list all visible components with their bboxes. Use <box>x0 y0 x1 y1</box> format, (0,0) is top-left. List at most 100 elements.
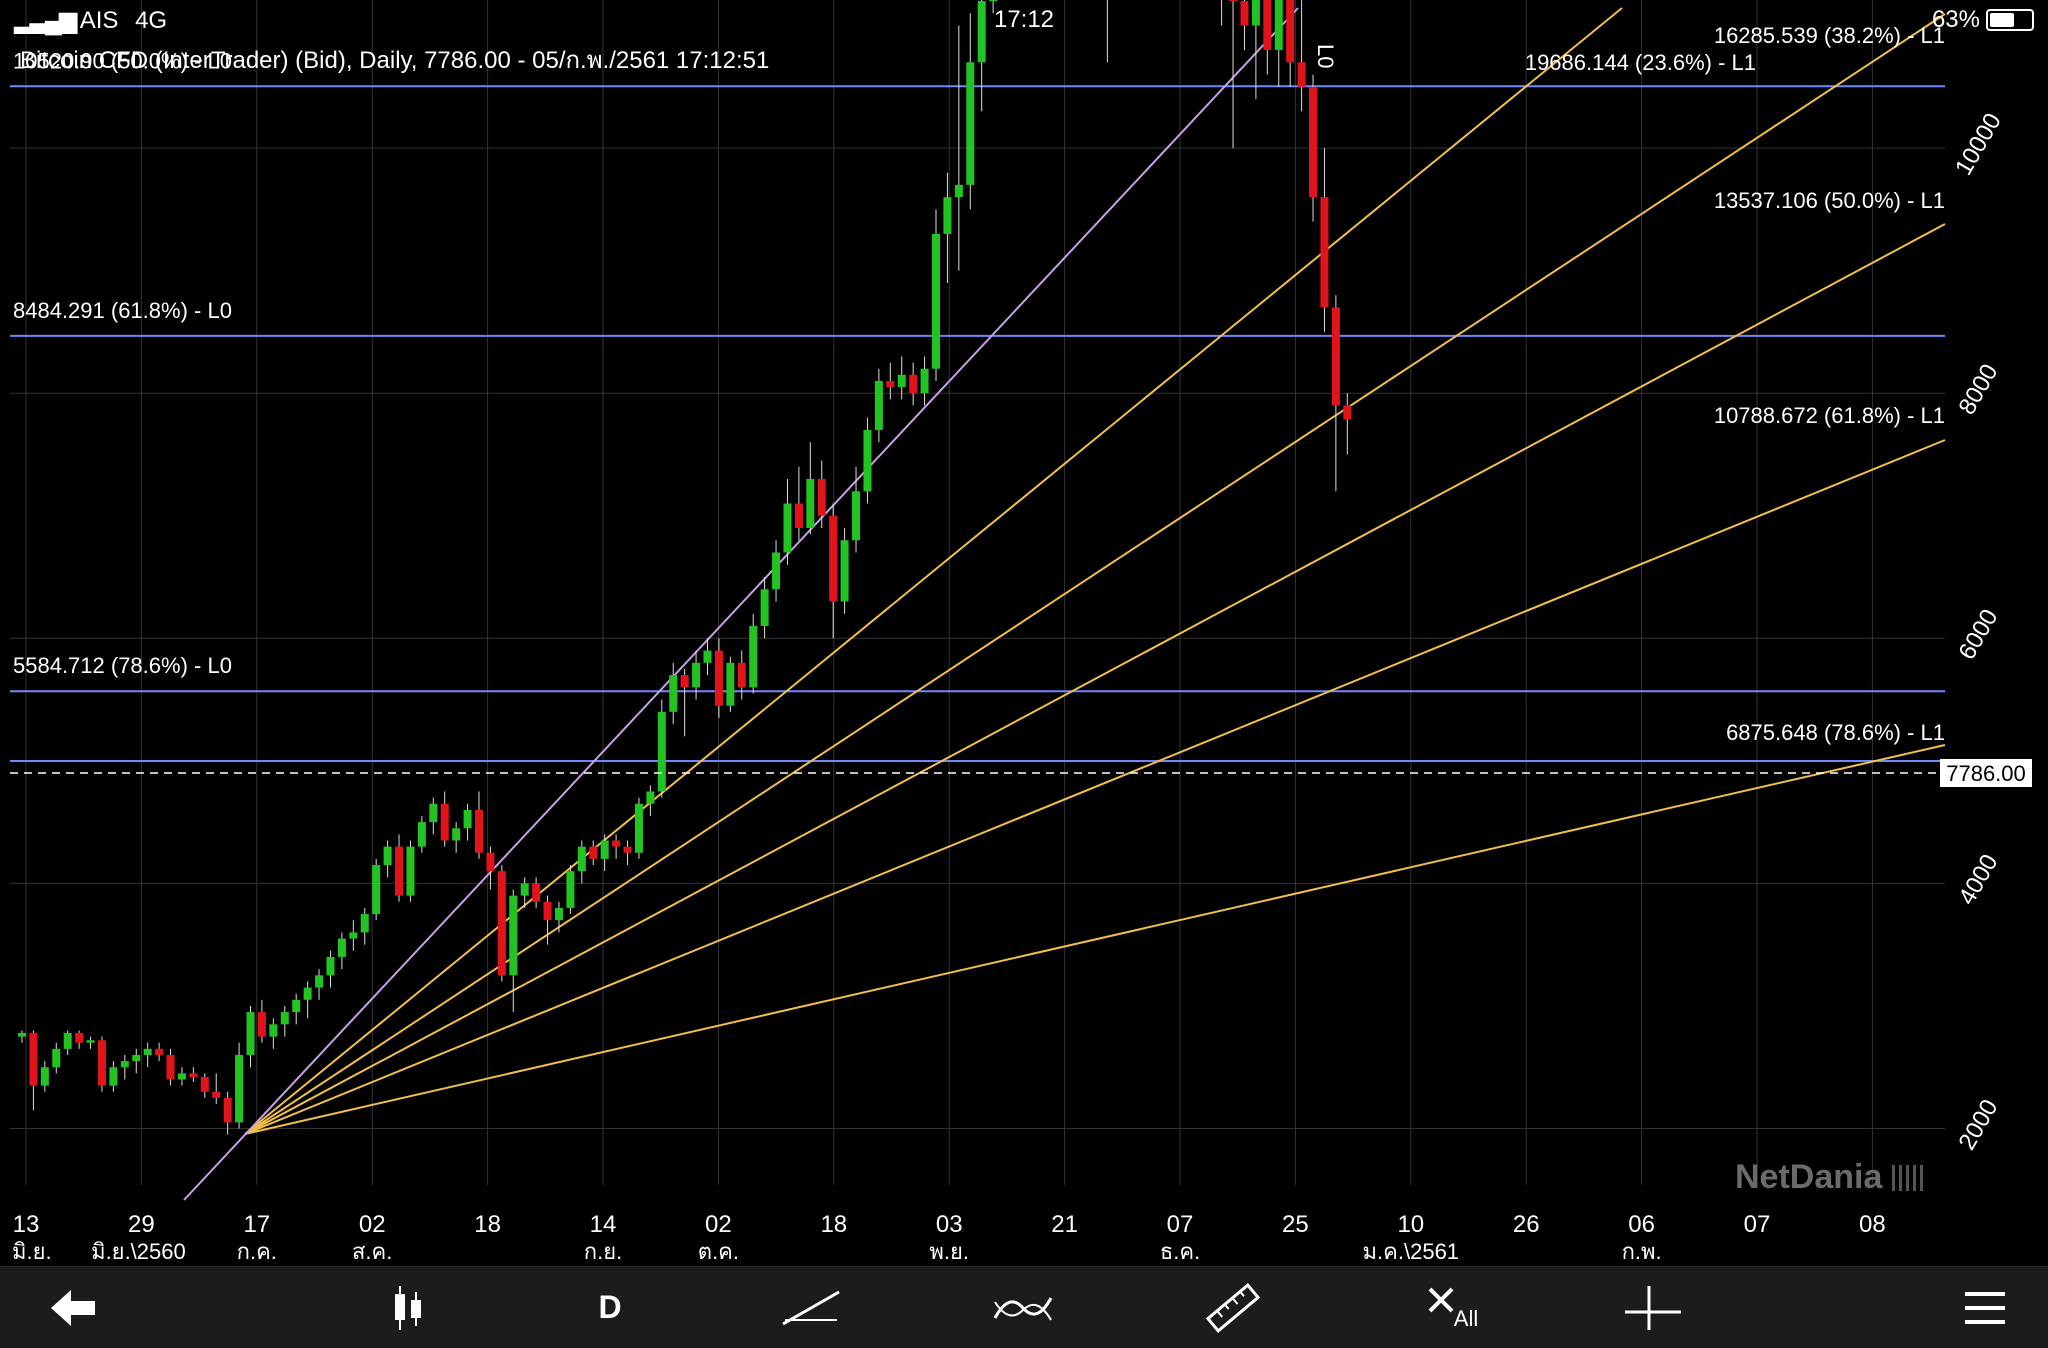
candle <box>189 1067 198 1082</box>
current-price-badge: 7786.00 <box>1940 759 2032 787</box>
candle-body <box>909 374 918 394</box>
candle <box>463 803 472 841</box>
indicator-tool-button[interactable] <box>978 1267 1068 1348</box>
candlestick-series <box>18 0 1352 1135</box>
candle <box>817 460 826 529</box>
chart-type-button[interactable] <box>364 1267 454 1348</box>
candle-body <box>97 1040 106 1086</box>
candle-body <box>612 840 621 847</box>
clock: 17:12 <box>993 6 1055 33</box>
candle <box>749 613 758 694</box>
candle-body <box>657 711 666 792</box>
x-month-label: ม.ค.\2561 <box>1363 1239 1460 1264</box>
x-month-label: พ.ย. <box>929 1239 969 1264</box>
candle-body <box>680 675 689 688</box>
candle <box>852 466 861 553</box>
candle <box>714 638 723 718</box>
candle-body <box>406 846 415 896</box>
x-tick-label: 13 <box>13 1211 40 1238</box>
candle-body <box>954 184 963 198</box>
x-tick-label: 02 <box>705 1211 732 1238</box>
fib-level-label-l0: 10520.90 (50.0%) - L0 <box>13 48 232 73</box>
x-tick-label: 17 <box>243 1211 270 1238</box>
candle <box>303 981 312 1019</box>
candle-body <box>440 803 449 841</box>
candle <box>783 478 792 565</box>
clear-all-button[interactable]: All <box>1408 1267 1498 1348</box>
candle-body <box>486 852 495 872</box>
back-button[interactable] <box>28 1267 118 1348</box>
candle <box>600 834 609 872</box>
candle <box>680 668 689 737</box>
candle <box>840 528 849 614</box>
candle-body <box>874 380 883 430</box>
candle <box>509 889 518 1013</box>
x-tick-label: 14 <box>590 1211 617 1238</box>
menu-button[interactable] <box>1940 1267 2030 1348</box>
candle-body <box>292 999 301 1013</box>
candle-body <box>1320 197 1329 308</box>
candle <box>669 662 678 725</box>
candle-body <box>372 865 381 915</box>
candle-body <box>109 1067 118 1086</box>
candle <box>657 699 666 798</box>
candle-body <box>714 650 723 706</box>
crosshair-button[interactable] <box>1608 1267 1698 1348</box>
battery-percent: 63% <box>1931 6 1980 33</box>
price-chart[interactable]: 2000400060008000100001200014000160001800… <box>0 0 2048 1266</box>
candle-body <box>189 1073 198 1078</box>
candle-body <box>1263 0 1272 51</box>
candle-body <box>52 1048 61 1068</box>
fan-line-1x1 <box>183 7 1299 1201</box>
candle-body <box>75 1032 84 1043</box>
candle-body <box>794 503 803 529</box>
candle <box>1309 74 1318 222</box>
y-tick-label: 8000 <box>1953 360 2003 420</box>
x-tick-label: 26 <box>1513 1211 1540 1238</box>
x-tick-label: 08 <box>1859 1211 1886 1238</box>
candle-body <box>623 846 632 853</box>
candle <box>554 901 563 933</box>
candle <box>1274 0 1283 87</box>
candle <box>909 362 918 406</box>
signal-bars-icon: ▂▃▄▆ <box>14 7 77 34</box>
period-button[interactable]: D <box>565 1267 655 1348</box>
candle-body <box>1309 86 1318 198</box>
candle-body <box>920 368 929 394</box>
candle <box>395 834 404 902</box>
candle <box>920 356 929 406</box>
candle-body <box>966 62 975 185</box>
candle <box>932 209 940 381</box>
gann-fan-lines <box>183 7 1946 1201</box>
candle-body <box>772 552 781 590</box>
candle-body <box>452 828 461 841</box>
candle-body <box>166 1054 175 1080</box>
fib-level-label-l1: 19686.144 (23.6%) - L1 <box>1525 50 1756 75</box>
netdania-logo-icon <box>1892 1164 1925 1191</box>
candle-body <box>303 987 312 1000</box>
chart-title: Bitcoin CFD (InterTrader) (Bid), Daily, … <box>20 47 770 74</box>
ios-status-bar: ▂▃▄▆ AIS 4G 17:12 63% <box>0 0 2048 40</box>
candle-body <box>577 846 586 872</box>
x-tick-label: 21 <box>1051 1211 1078 1238</box>
candle <box>1229 0 1238 149</box>
trendline-tool-button[interactable] <box>766 1267 856 1348</box>
candle <box>1263 0 1272 75</box>
candle <box>1297 0 1306 112</box>
candle-body <box>177 1073 186 1080</box>
candle <box>1320 148 1329 332</box>
candle <box>40 1061 49 1092</box>
candle-body <box>63 1032 72 1049</box>
price-axis: 2000400060008000100001200014000160001800… <box>1950 109 2007 1155</box>
candle <box>223 1091 232 1135</box>
candle <box>1240 0 1249 51</box>
candle-body <box>246 1012 255 1055</box>
candle <box>794 466 803 541</box>
candle-body <box>852 491 861 541</box>
candle-body <box>783 503 792 553</box>
candle <box>417 815 426 853</box>
candle <box>874 368 883 443</box>
measure-tool-button[interactable] <box>1188 1267 1278 1348</box>
candle <box>943 172 952 283</box>
fib-level-label-l0: 5584.712 (78.6%) - L0 <box>13 653 232 678</box>
